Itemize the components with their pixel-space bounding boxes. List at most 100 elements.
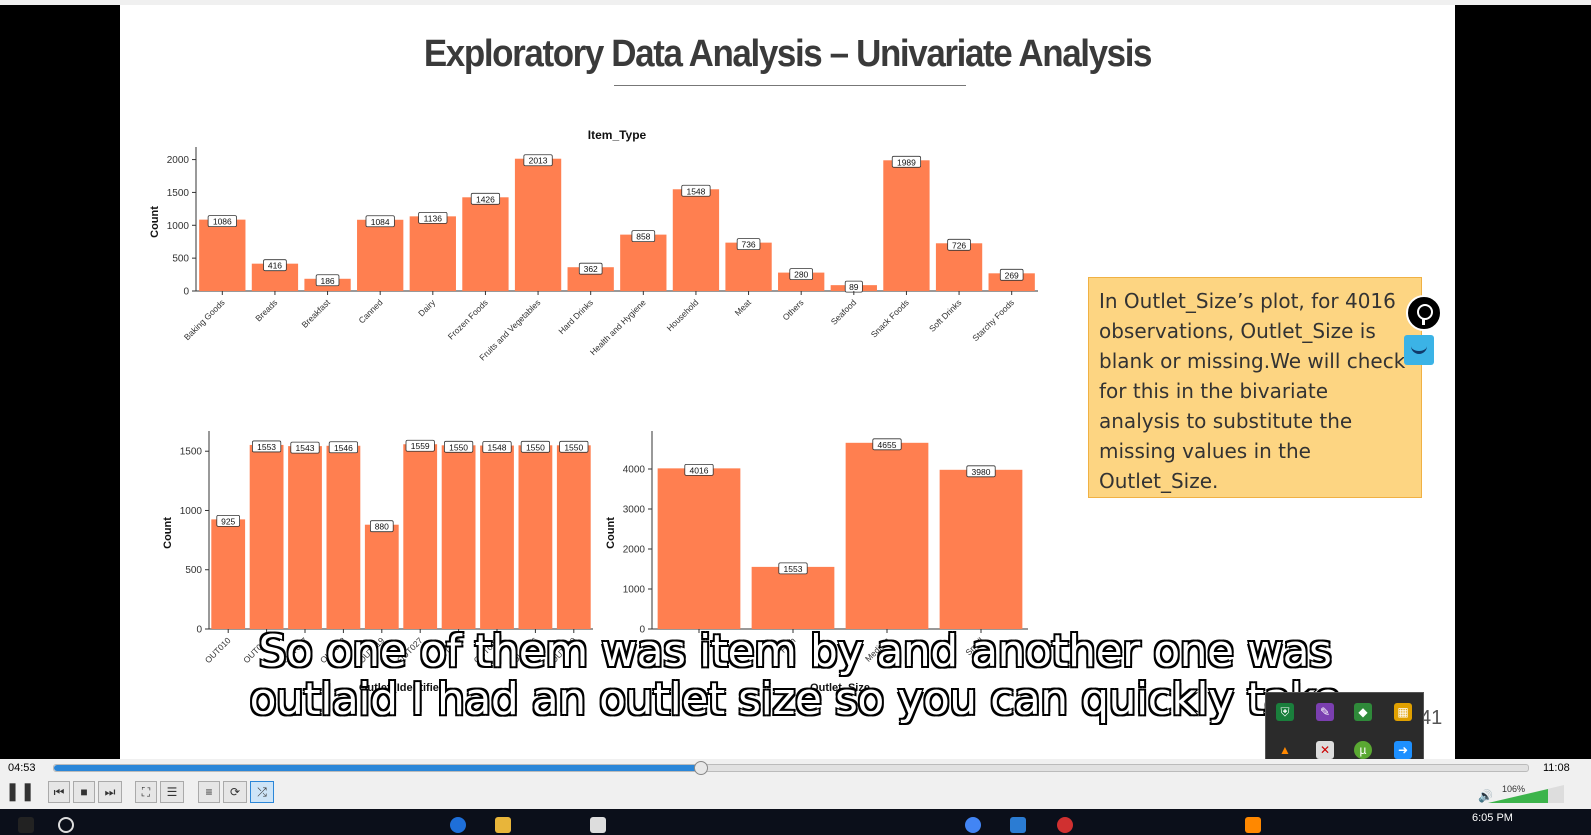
y-axis-label: Count bbox=[149, 206, 161, 238]
bar-value-box bbox=[369, 520, 394, 533]
bar-value-box bbox=[263, 259, 287, 272]
bar-value-box bbox=[365, 215, 395, 228]
title-underline bbox=[614, 85, 966, 86]
x-axis-label: Outlet_Identifier bbox=[359, 682, 444, 694]
bar-value-label: 1553 bbox=[257, 442, 276, 452]
bar bbox=[514, 158, 562, 291]
smiley-icon[interactable] bbox=[1404, 335, 1434, 365]
utorrent-icon[interactable]: µ bbox=[1354, 741, 1372, 759]
item-type-chart: Item_Type 0 500 1000 1500 2000 Count 1086 Baking… bbox=[149, 128, 1038, 363]
bar-value-box bbox=[778, 562, 808, 575]
y-tick-label: 0 bbox=[639, 625, 645, 636]
outlet-size-note: In Outlet_Size’s plot, for 4016 observat… bbox=[1088, 277, 1422, 498]
shield-icon[interactable]: ⛨ bbox=[1276, 703, 1294, 721]
chrome-icon[interactable] bbox=[965, 817, 981, 833]
bar-value-label: 925 bbox=[221, 516, 235, 526]
volume-icon[interactable]: 🔊 bbox=[1478, 789, 1493, 803]
bar bbox=[845, 442, 929, 629]
bar-value-label: 1548 bbox=[686, 186, 705, 196]
pen-tool-icon[interactable] bbox=[1406, 295, 1442, 331]
bar-value-label: 1548 bbox=[488, 443, 507, 453]
bar-value-label: 726 bbox=[952, 240, 966, 250]
bar-value-label: 186 bbox=[320, 276, 334, 286]
bar-value-label: 416 bbox=[268, 261, 282, 271]
y-tick-label: 1500 bbox=[180, 447, 203, 458]
bar-value-label: 1543 bbox=[296, 443, 315, 453]
bar bbox=[657, 468, 741, 629]
bar bbox=[556, 445, 591, 629]
bar-value-label: 1553 bbox=[784, 564, 803, 574]
opera-icon[interactable] bbox=[1057, 817, 1073, 833]
bar bbox=[326, 445, 361, 629]
network-globe-icon[interactable]: ◆ bbox=[1354, 703, 1372, 721]
elapsed-time: 04:53 bbox=[8, 762, 36, 774]
y-tick-label: 3000 bbox=[623, 505, 646, 516]
chart-title: Item_Type bbox=[588, 128, 647, 142]
bar-value-box bbox=[328, 441, 358, 454]
x-tick-label: Meat bbox=[733, 297, 754, 318]
bar-value-box bbox=[966, 465, 996, 478]
pause-button[interactable]: ❚❚ bbox=[5, 781, 36, 801]
fullscreen-button[interactable]: ⛶ bbox=[135, 781, 157, 803]
bar bbox=[288, 446, 322, 629]
bar-value-label: 4016 bbox=[690, 465, 709, 475]
bar bbox=[883, 160, 930, 291]
y-tick-label: 1000 bbox=[180, 506, 203, 517]
bar-value-label: 4655 bbox=[878, 440, 897, 450]
y-tick-label: 2000 bbox=[623, 545, 646, 556]
y-tick-label: 2000 bbox=[167, 155, 190, 166]
playlist-button[interactable]: ≡ bbox=[198, 781, 220, 803]
outlet-size-chart: 01000200030004000Count40161553High4655Me… bbox=[605, 431, 1028, 694]
previous-button[interactable]: ⏮ bbox=[48, 781, 70, 803]
blocked-app-icon[interactable]: ✕ bbox=[1316, 741, 1334, 759]
bar-value-box bbox=[290, 441, 320, 454]
windows-app-icon[interactable]: ▦ bbox=[1394, 703, 1412, 721]
seek-handle[interactable] bbox=[693, 761, 708, 775]
bar-value-box bbox=[684, 463, 714, 476]
sync-arrow-icon[interactable]: ➜ bbox=[1394, 741, 1412, 759]
seek-bar[interactable] bbox=[53, 761, 1529, 775]
vlc-cone-icon[interactable]: ▲ bbox=[1279, 743, 1291, 757]
bar bbox=[409, 216, 456, 291]
bar bbox=[935, 243, 983, 291]
y-axis-label: Count bbox=[605, 517, 617, 549]
x-tick-label: Seafood bbox=[829, 297, 859, 327]
bar-value-label: 1989 bbox=[897, 157, 916, 167]
x-tick-label: Soft Drinks bbox=[927, 297, 963, 333]
stop-button[interactable]: ■ bbox=[73, 781, 95, 803]
volume-slider[interactable]: 106% bbox=[1488, 783, 1564, 805]
x-tick-label: Dairy bbox=[416, 297, 438, 319]
bar-value-label: 1136 bbox=[424, 213, 443, 223]
start-icon[interactable] bbox=[18, 817, 34, 833]
word-icon[interactable] bbox=[1010, 817, 1026, 833]
store-icon[interactable] bbox=[590, 817, 606, 833]
bar bbox=[518, 445, 553, 629]
bar bbox=[480, 445, 514, 629]
edge-icon[interactable] bbox=[450, 817, 466, 833]
bar bbox=[441, 445, 476, 629]
y-tick-label: 1000 bbox=[167, 221, 190, 232]
bar-value-box bbox=[520, 440, 551, 453]
bar-value-label: 880 bbox=[375, 522, 389, 532]
bar-value-box bbox=[216, 514, 240, 527]
bar-value-label: 1550 bbox=[526, 442, 545, 452]
file-explorer-icon[interactable] bbox=[495, 817, 511, 833]
bar bbox=[725, 242, 772, 291]
bar-value-label: 858 bbox=[636, 232, 650, 242]
search-icon[interactable] bbox=[58, 817, 74, 833]
feather-icon[interactable]: ✎ bbox=[1316, 703, 1334, 721]
y-tick-label: 500 bbox=[185, 565, 202, 576]
bar bbox=[751, 566, 835, 629]
bar bbox=[939, 469, 1023, 629]
vlc-icon[interactable] bbox=[1245, 817, 1261, 833]
bar-value-label: 362 bbox=[584, 264, 598, 274]
subtitle-line-2: outlaid I had an outlet size so you can … bbox=[249, 674, 1342, 725]
loop-button[interactable]: ⟳ bbox=[223, 781, 247, 803]
extended-settings-button[interactable]: ☰ bbox=[160, 781, 184, 803]
next-button[interactable]: ⏭ bbox=[98, 781, 122, 803]
slide-title: Exploratory Data Analysis – Univariate A… bbox=[423, 33, 1153, 75]
bar bbox=[672, 189, 720, 291]
bar-value-box bbox=[631, 230, 656, 243]
shuffle-button[interactable]: ⤮ bbox=[250, 781, 274, 803]
